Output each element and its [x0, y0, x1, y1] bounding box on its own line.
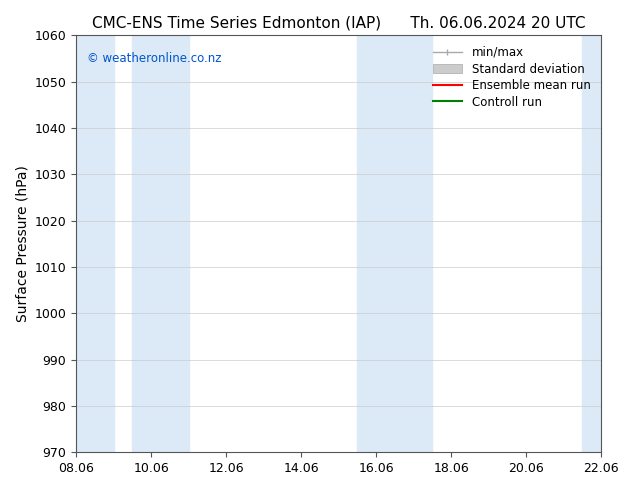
Legend: min/max, Standard deviation, Ensemble mean run, Controll run: min/max, Standard deviation, Ensemble me…: [428, 41, 595, 113]
Bar: [583, 35, 620, 452]
Title: CMC-ENS Time Series Edmonton (IAP)      Th. 06.06.2024 20 UTC: CMC-ENS Time Series Edmonton (IAP) Th. 0…: [92, 15, 585, 30]
Bar: [76, 35, 113, 452]
Bar: [358, 35, 432, 452]
Bar: [133, 35, 189, 452]
Y-axis label: Surface Pressure (hPa): Surface Pressure (hPa): [15, 165, 29, 322]
Text: © weatheronline.co.nz: © weatheronline.co.nz: [87, 52, 221, 65]
